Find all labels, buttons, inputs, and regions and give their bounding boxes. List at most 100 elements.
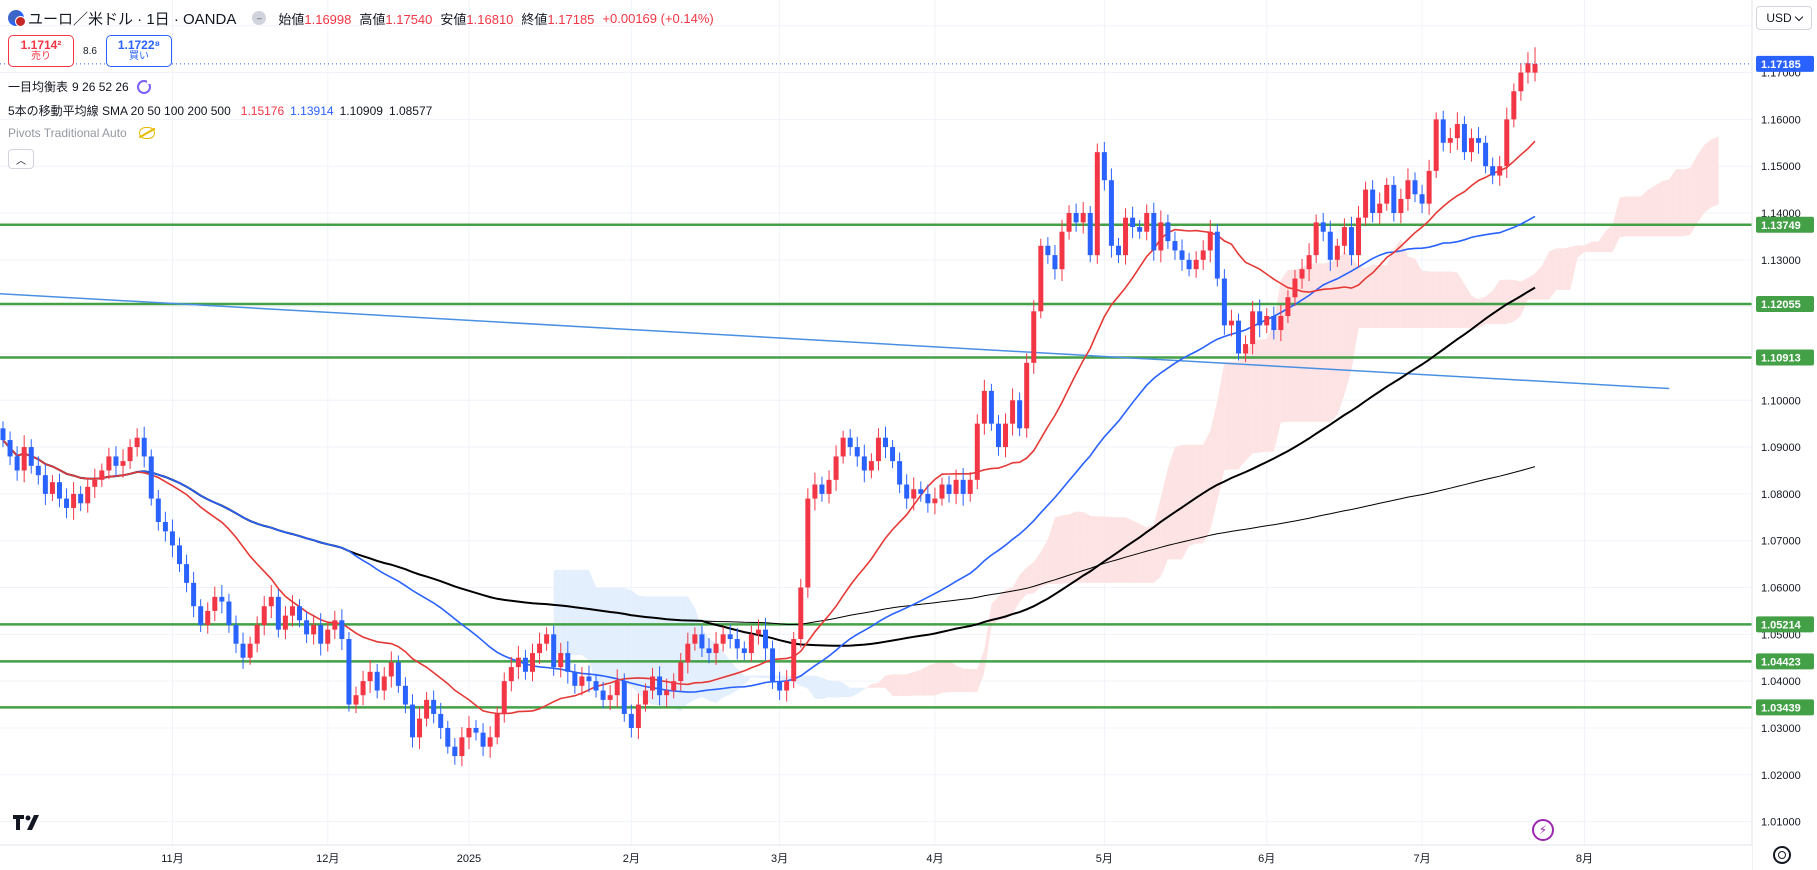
candle-body	[861, 456, 867, 471]
candle-body	[883, 437, 888, 448]
buy-button[interactable]: 1.1722⁸ 買い	[106, 35, 172, 67]
candle-body	[1017, 400, 1023, 429]
candle-body	[551, 634, 557, 668]
candle-body	[635, 704, 641, 728]
chart-legend: ユーロ／米ドル · 1日 · OANDA – 始値1.16998 高値1.175…	[0, 0, 1740, 170]
candle-body	[240, 643, 246, 658]
candle-body	[854, 447, 860, 457]
candle-body	[932, 498, 938, 504]
cloud-segment	[991, 596, 999, 628]
eye-off-icon[interactable]	[138, 127, 155, 139]
price-tick-label: 1.02000	[1761, 770, 1801, 782]
candle-body	[14, 456, 20, 471]
cloud-segment	[779, 675, 787, 682]
price-tick-label: 1.08000	[1761, 489, 1801, 501]
candle-body	[1348, 227, 1354, 256]
cloud-segment	[1330, 259, 1338, 422]
moving-averages	[2, 140, 1536, 715]
candle-body	[120, 461, 126, 466]
cloud-segment	[1238, 352, 1246, 470]
cloud-segment	[1662, 179, 1670, 237]
cloud-segment	[1647, 185, 1656, 237]
chevron-down-icon	[1794, 12, 1803, 21]
candle-body	[275, 596, 281, 630]
more-icon[interactable]: –	[252, 11, 267, 25]
cloud-segment	[1535, 265, 1543, 300]
cloud-segment	[730, 660, 738, 695]
candle-body	[1327, 231, 1333, 260]
cloud-segment	[1111, 516, 1119, 583]
cloud-segment	[1690, 154, 1698, 235]
price-tick-label: 1.16000	[1761, 114, 1801, 126]
tradingview-logo-icon[interactable]	[12, 812, 44, 832]
candle-body	[1151, 213, 1157, 251]
cloud-segment	[836, 680, 844, 698]
candle-body	[1010, 400, 1016, 424]
cloud-segment	[758, 675, 766, 679]
settings-gear-icon[interactable]	[1773, 846, 1791, 864]
price-tick-label: 1.04000	[1761, 676, 1801, 688]
price-tick-label: 1.01000	[1761, 817, 1801, 829]
indicator-pivots[interactable]: Pivots Traditional Auto	[8, 126, 155, 140]
candle-body	[1461, 124, 1467, 153]
cloud-segment	[1266, 323, 1274, 452]
cloud-segment	[1379, 265, 1387, 329]
ichimoku-params: 9 26 52 26	[72, 79, 129, 94]
cloud-segment	[956, 665, 964, 693]
candle-body	[1356, 217, 1362, 256]
currency-selector[interactable]: USD	[1756, 6, 1812, 30]
cloud-segment	[1697, 144, 1705, 223]
sell-button[interactable]: 1.1714² 売り	[8, 35, 74, 67]
candle-body	[544, 634, 550, 644]
candle-body	[92, 479, 98, 487]
cloud-segment	[1542, 251, 1550, 300]
collapse-legend-button[interactable]: ︿	[8, 149, 34, 169]
candle-body	[911, 489, 917, 499]
price-label-badge	[1756, 616, 1814, 633]
price-tick-label: 1.06000	[1761, 583, 1801, 595]
candle-body	[897, 461, 903, 485]
lightning-icon[interactable]: ⚡	[1532, 819, 1554, 841]
candle-body	[409, 704, 415, 738]
candle-body	[205, 610, 211, 625]
cloud-segment	[1450, 271, 1458, 329]
indicator-ichimoku[interactable]: 一目均衡表 9 26 52 26	[8, 78, 152, 95]
candle-body	[346, 639, 352, 705]
symbol-title[interactable]: ユーロ／米ドル · 1日 · OANDA	[28, 10, 237, 28]
cloud-segment	[1174, 444, 1183, 560]
cloud-segment	[1224, 361, 1232, 471]
candle-body	[304, 620, 310, 635]
candle-body	[1115, 245, 1121, 256]
cloud-segment	[1019, 567, 1027, 602]
candle-body	[1419, 194, 1425, 204]
cloud-segment	[1520, 277, 1528, 316]
spread-value: 8.6	[83, 45, 97, 57]
refresh-icon[interactable]	[136, 78, 152, 94]
candle-body	[21, 447, 27, 471]
candle-body	[1299, 269, 1305, 279]
price-label-badge	[1756, 349, 1814, 366]
candle-body	[1165, 222, 1171, 242]
candle-body	[904, 484, 910, 499]
cloud-segment	[1640, 189, 1648, 237]
price-label-text: 1.13749	[1761, 220, 1801, 232]
sma20-line	[2, 140, 1536, 715]
candle-body	[64, 498, 70, 508]
cloud-segment	[821, 677, 830, 700]
cloud-segment	[941, 659, 950, 693]
candle-body	[226, 601, 232, 625]
cloud-segment	[850, 687, 858, 698]
candle-body	[847, 437, 853, 448]
eur-usd-flag-icon	[8, 10, 26, 27]
candle-body	[1391, 184, 1397, 214]
candle-body	[875, 437, 881, 462]
candle-body	[1313, 222, 1319, 256]
candle-body	[487, 737, 493, 747]
indicator-sma[interactable]: 5本の移動平均線 SMA 20 50 100 200 500 1.15176 1…	[8, 102, 432, 119]
cloud-segment	[1139, 523, 1147, 583]
sma20-value: 1.15176	[240, 103, 285, 118]
candle-body	[537, 643, 543, 654]
candle-body	[692, 634, 698, 644]
candle-body	[268, 596, 274, 607]
